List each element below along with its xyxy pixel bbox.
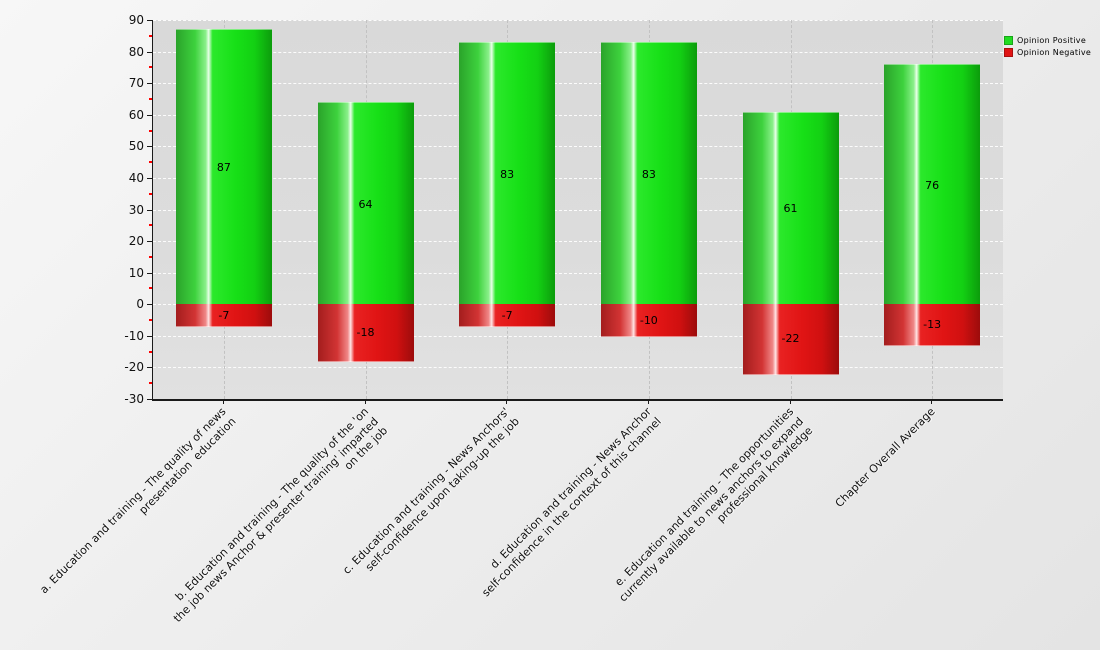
legend-item-negative: Opinion Negative <box>1004 48 1091 57</box>
legend: Opinion Positive Opinion Negative <box>1004 36 1091 60</box>
y-axis-tick-label: -30 <box>124 392 144 406</box>
y-axis-tick-label: -20 <box>124 360 144 375</box>
plot-area: 87 -7 64 -18 83 -7 83 -10 61 -22 76 -13 <box>152 20 1003 401</box>
y-axis-tick-label: 50 <box>128 139 144 154</box>
y-axis-tick-label: 90 <box>128 13 144 27</box>
bar-value-label: -18 <box>356 326 375 340</box>
bar-value-label: 64 <box>358 197 373 211</box>
y-axis-minor-tick <box>149 34 152 37</box>
y-axis-major-tick <box>147 114 152 116</box>
bar-value-label: -7 <box>218 308 230 322</box>
bar-opinion-positive: 87 <box>175 29 272 306</box>
y-axis-tick-label: 60 <box>128 107 144 122</box>
y-axis-major-tick <box>147 304 152 306</box>
bar-value-label: 61 <box>783 202 798 216</box>
bar-opinion-positive: 61 <box>742 111 839 306</box>
bar-value-label: 83 <box>500 167 515 181</box>
h-gridline <box>153 304 1003 306</box>
bar-value-label: -13 <box>923 318 942 332</box>
x-axis-tick <box>506 399 508 404</box>
h-gridline <box>153 20 1003 21</box>
x-axis-tick <box>364 399 366 404</box>
bar-opinion-negative: -7 <box>175 304 272 328</box>
y-axis-tick-label: -10 <box>124 328 144 343</box>
bar-opinion-positive: 83 <box>600 42 697 306</box>
bar-value-label: -10 <box>639 313 658 327</box>
x-category-label: Chapter Overall Average <box>832 405 938 510</box>
bar-opinion-positive: 76 <box>884 64 981 306</box>
bar-opinion-positive: 64 <box>317 102 414 306</box>
x-axis-tick <box>647 399 649 404</box>
y-axis-major-tick <box>147 399 152 400</box>
y-axis-minor-tick <box>149 382 152 385</box>
y-axis-major-tick <box>147 177 152 179</box>
h-gridline <box>153 272 1003 274</box>
bar-value-label: 76 <box>925 178 940 192</box>
y-axis-minor-tick <box>149 161 152 164</box>
x-axis-tick <box>931 399 933 404</box>
y-axis-major-tick <box>147 146 152 148</box>
h-gridline <box>153 146 1003 148</box>
y-axis-minor-tick <box>149 129 152 132</box>
bar-opinion-negative: -7 <box>459 304 556 328</box>
y-axis-major-tick <box>147 367 152 369</box>
h-gridline <box>153 177 1003 179</box>
bar-opinion-negative: -22 <box>742 304 839 375</box>
y-axis-major-tick <box>147 335 152 337</box>
y-axis-tick-label: 0 <box>136 297 144 312</box>
legend-label-positive: Opinion Positive <box>1017 36 1087 45</box>
legend-swatch-negative-icon <box>1004 48 1013 57</box>
y-axis-minor-tick <box>149 287 152 290</box>
y-axis-major-tick <box>147 209 152 211</box>
y-axis-tick-label: 80 <box>128 44 144 59</box>
y-axis-major-tick <box>147 51 152 53</box>
h-gridline <box>153 114 1003 116</box>
y-axis-tick-label: 70 <box>128 76 144 91</box>
bar-value-label: -22 <box>781 332 800 346</box>
x-axis-tick <box>222 399 224 404</box>
y-axis-major-tick <box>147 272 152 274</box>
h-gridline <box>153 209 1003 211</box>
y-axis-minor-tick <box>149 97 152 100</box>
bar-opinion-negative: -13 <box>884 304 981 347</box>
y-axis-minor-tick <box>149 66 152 69</box>
bar-value-label: -7 <box>501 308 513 322</box>
y-axis-minor-tick <box>149 255 152 258</box>
x-axis-tick <box>789 399 791 404</box>
legend-item-positive: Opinion Positive <box>1004 36 1091 45</box>
legend-swatch-positive-icon <box>1004 36 1013 45</box>
y-axis-major-tick <box>147 83 152 85</box>
y-axis-tick-label: 10 <box>128 265 144 280</box>
y-axis-minor-tick <box>149 350 152 353</box>
y-axis-tick-label: 20 <box>128 234 144 249</box>
y-axis-minor-tick <box>149 224 152 227</box>
y-axis-major-tick <box>147 241 152 243</box>
h-gridline <box>153 241 1003 243</box>
h-gridline <box>153 51 1003 53</box>
y-axis-tick-label: 40 <box>128 170 144 185</box>
h-gridline <box>153 367 1003 369</box>
y-axis-tick-label: 30 <box>128 202 144 217</box>
y-axis-major-tick <box>147 20 152 21</box>
h-gridline <box>153 335 1003 337</box>
h-gridline <box>153 83 1003 85</box>
legend-label-negative: Opinion Negative <box>1017 48 1092 57</box>
y-axis-minor-tick <box>149 319 152 322</box>
y-axis-minor-tick <box>149 192 152 195</box>
bar-opinion-negative: -10 <box>600 304 697 337</box>
bar-value-label: 83 <box>641 167 656 181</box>
bar-value-label: 87 <box>216 161 231 175</box>
bar-opinion-negative: -18 <box>317 304 414 363</box>
bar-opinion-positive: 83 <box>459 42 556 306</box>
